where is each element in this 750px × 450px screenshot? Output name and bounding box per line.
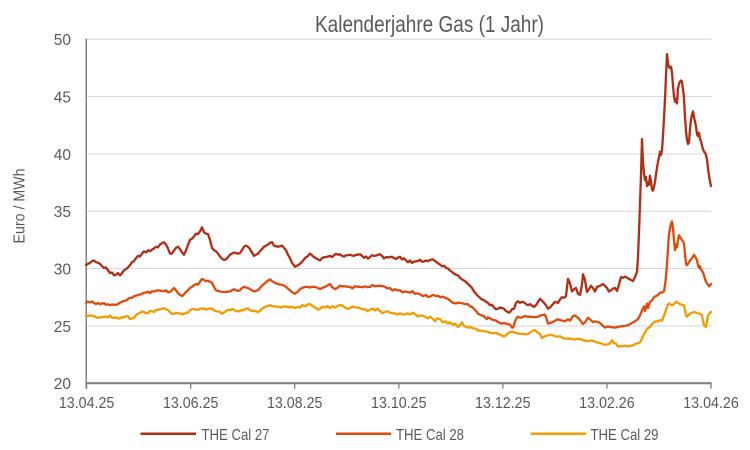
svg-text:13.10.25: 13.10.25 bbox=[371, 395, 427, 412]
svg-text:35: 35 bbox=[54, 204, 71, 221]
svg-text:13.04.26: 13.04.26 bbox=[683, 395, 739, 412]
svg-text:13.06.25: 13.06.25 bbox=[163, 395, 219, 412]
svg-text:THE Cal 29: THE Cal 29 bbox=[591, 427, 659, 444]
svg-text:25: 25 bbox=[54, 319, 71, 336]
svg-text:Euro / MWh: Euro / MWh bbox=[12, 169, 29, 244]
svg-text:13.08.25: 13.08.25 bbox=[267, 395, 323, 412]
svg-text:50: 50 bbox=[54, 32, 72, 49]
svg-text:20: 20 bbox=[54, 376, 72, 393]
svg-text:45: 45 bbox=[54, 89, 71, 106]
svg-text:THE Cal 28: THE Cal 28 bbox=[396, 427, 464, 444]
svg-text:THE Cal 27: THE Cal 27 bbox=[202, 427, 270, 444]
svg-text:30: 30 bbox=[54, 261, 72, 278]
svg-text:13.12.25: 13.12.25 bbox=[475, 395, 531, 412]
svg-text:Kalenderjahre Gas (1 Jahr): Kalenderjahre Gas (1 Jahr) bbox=[315, 11, 544, 37]
svg-text:13.02.26: 13.02.26 bbox=[579, 395, 635, 412]
svg-text:13.04.25: 13.04.25 bbox=[59, 395, 115, 412]
svg-text:40: 40 bbox=[54, 147, 72, 164]
